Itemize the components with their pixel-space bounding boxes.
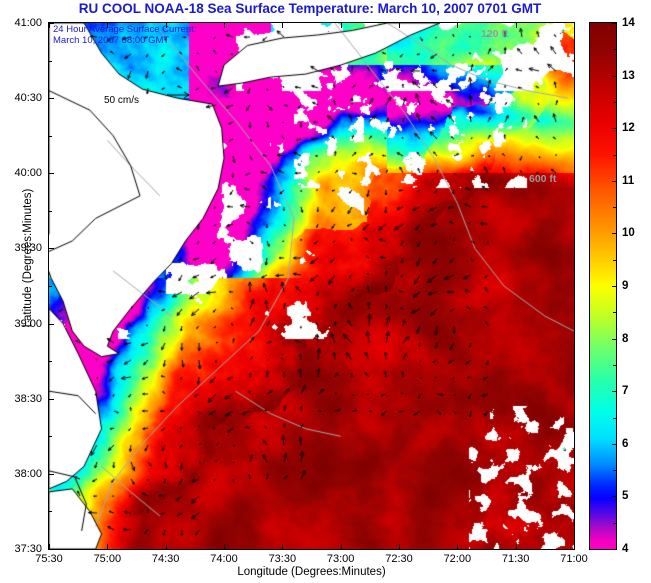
x-tick-mark [282,23,284,28]
colorbar-tick-label: 4 [622,543,629,555]
colorbar-tick-minor [613,470,617,472]
y-tick-label: 40:00 [14,167,42,180]
depth-contour-label-120ft: 120 ft [481,28,509,40]
colorbar-tick-label: 7 [622,385,629,398]
y-tick-label: 39:00 [14,317,42,330]
x-tick-mark [107,544,109,549]
x-tick-mark [224,544,225,549]
x-tick-mark [399,23,400,28]
y-tick-label: 38:00 [14,467,42,480]
x-tick-label: 74:30 [151,553,180,565]
depth-contour-label-600ft: 600 ft [529,173,557,185]
x-tick-label: 73:00 [326,553,355,565]
colorbar-tick [612,443,617,445]
colorbar-tick [612,180,617,182]
x-axis-title: Longitude (Degrees:Minutes) [237,566,386,578]
y-tick-mark-right [49,549,54,550]
x-tick-label: 74:00 [210,553,238,565]
y-tick-mark-right [49,323,54,325]
colorbar-tick-label: 5 [622,490,629,503]
colorbar-tick-minor [613,522,617,524]
colorbar-tick-minor [613,259,617,261]
x-tick-mark [515,23,517,28]
colorbar-tick-label: 10 [622,227,635,240]
y-tick-mark-right [49,98,54,100]
colorbar-tick [612,286,617,287]
x-tick-mark [457,23,459,28]
y-tick-minor [49,210,52,212]
y-tick-minor [49,135,52,137]
x-tick-label: 71:00 [560,553,588,565]
colorbar-tick [612,233,617,235]
y-tick-label: 38:30 [14,392,42,405]
x-tick-mark [49,544,50,549]
x-tick-mark [340,544,342,549]
x-tick-mark [224,23,225,28]
colorbar-tick [612,128,617,130]
colorbar-tick-label: 8 [622,332,629,345]
x-tick-mark [340,23,342,28]
x-tick-mark [457,544,459,549]
sst-map-canvas [49,23,574,549]
current-annotation-line2: March 10, 2007 08:00 GMT [53,34,170,46]
x-tick-mark [574,23,575,28]
x-tick-label: 73:30 [268,553,297,565]
colorbar-tick-label: 6 [622,437,629,450]
colorbar-tick-minor [613,207,617,209]
colorbar-tick [612,75,617,77]
x-tick-mark [49,23,50,28]
y-tick-mark-right [49,23,54,24]
colorbar-tick [612,23,617,24]
x-tick-mark [515,544,517,549]
page-title: RU COOL NOAA-18 Sea Surface Temperature:… [78,1,542,16]
y-tick-label: 39:30 [14,242,42,255]
y-tick-mark-right [49,473,54,475]
map-plot-area[interactable]: 24 Hour Average Surface Current: March 1… [48,22,575,550]
x-tick-label: 72:30 [385,553,413,565]
colorbar-tick-minor [613,312,617,314]
colorbar-tick-label: 11 [622,174,635,187]
colorbar-tick-label: 9 [622,280,629,292]
y-tick-minor [49,511,52,513]
colorbar-tick-label: 13 [622,69,635,82]
x-tick-mark [282,544,284,549]
x-tick-label: 75:00 [93,553,122,565]
colorbar-tick-minor [613,49,617,51]
y-tick-label: 37:30 [14,543,42,555]
y-tick-minor [49,436,52,438]
x-tick-label: 72:00 [443,553,472,565]
colorbar-tick-minor [613,101,617,103]
y-tick-mark [49,549,54,550]
colorbar-tick-minor [613,364,617,366]
colorbar-tick-label: 14 [622,17,635,29]
vector-scale-label: 50 cm/s [104,95,140,106]
y-tick-minor [49,361,52,363]
y-tick-minor [49,286,52,287]
colorbar-tick [612,496,617,498]
y-tick-label: 40:30 [14,92,42,105]
x-tick-mark [399,544,400,549]
colorbar-tick-minor [613,154,617,156]
y-tick-mark-right [49,398,54,400]
colorbar-tick [612,391,617,393]
y-tick-label: 41:00 [14,17,42,29]
x-tick-mark [165,23,167,28]
colorbar-tick [612,549,617,550]
colorbar-gradient [590,23,616,549]
x-tick-mark [165,544,167,549]
x-tick-mark [107,23,109,28]
colorbar-tick [612,338,617,340]
y-tick-mark-right [49,248,54,250]
colorbar-tick-minor [613,417,617,419]
y-tick-minor [49,60,52,62]
colorbar-tick-label: 12 [622,122,635,135]
y-tick-mark-right [49,173,54,175]
current-annotation: 24 Hour Average Surface Current: March 1… [53,24,197,46]
x-tick-label: 71:30 [501,553,530,565]
x-tick-label: 75:30 [35,553,63,565]
x-tick-mark [574,544,575,549]
current-annotation-line1: 24 Hour Average Surface Current: [53,24,197,35]
